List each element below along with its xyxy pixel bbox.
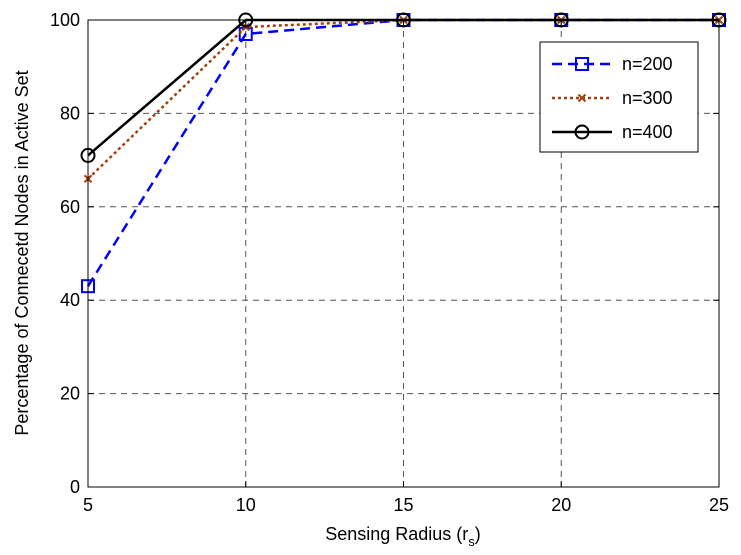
legend-item-n-300: n=300 — [552, 88, 673, 108]
y-tick-label: 0 — [70, 477, 80, 497]
x-tick-label: 10 — [236, 495, 256, 515]
legend-label-n-400: n=400 — [622, 122, 673, 142]
legend-marker-n-400 — [574, 124, 590, 140]
legend-marker-n-300-stroke — [577, 93, 587, 103]
x-axis-label-suffix: ) — [475, 524, 481, 544]
x-tick-label: 20 — [551, 495, 571, 515]
x-axis-label-main: Sensing Radius (r — [325, 524, 468, 544]
legend: n=200 n=300 n=400 — [539, 41, 699, 153]
legend-item-n-200: n=200 — [552, 54, 673, 74]
series-line-n-300 — [87, 18, 719, 180]
axis-ticks: 5 10 15 20 25 0 20 40 60 80 100 — [50, 10, 729, 515]
y-tick-label: 20 — [60, 384, 80, 404]
y-tick-label: 100 — [50, 10, 80, 30]
x-axis-label: Sensing Radius (rs) — [325, 524, 481, 549]
legend-marker-n-200 — [575, 57, 589, 71]
x-tick-label: 15 — [393, 495, 413, 515]
x-axis-label-subscript: s — [468, 534, 475, 549]
x-tick-label: 5 — [83, 495, 93, 515]
y-tick-label: 60 — [60, 197, 80, 217]
y-tick-label: 80 — [60, 103, 80, 123]
x-tick-label: 25 — [709, 495, 729, 515]
legend-marker-n-300 — [577, 93, 587, 103]
legend-label-n-300: n=300 — [622, 88, 673, 108]
legend-item-n-400: n=400 — [552, 122, 673, 142]
legend-label-n-200: n=200 — [622, 54, 673, 74]
legend-box — [539, 41, 699, 153]
y-axis-label: Percentage of Connecetd Nodes in Active … — [12, 70, 32, 435]
y-tick-label: 40 — [60, 290, 80, 310]
